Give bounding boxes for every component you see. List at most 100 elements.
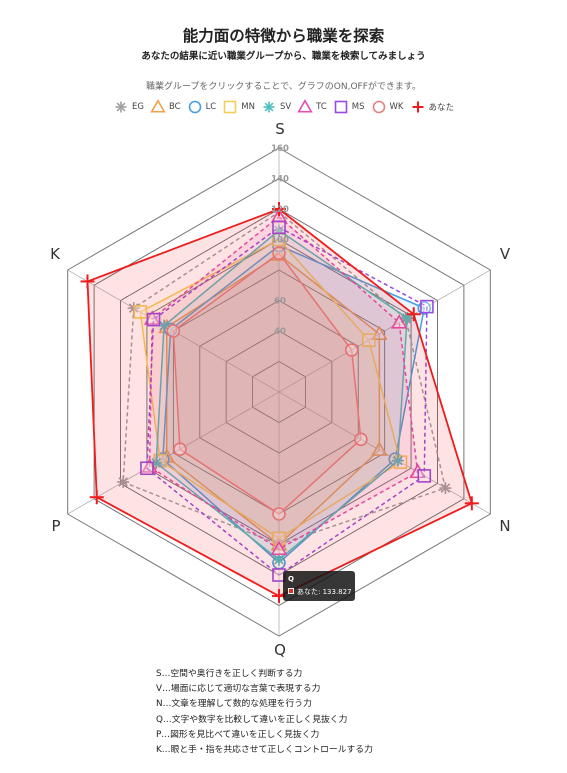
tick-label: 60 xyxy=(274,297,286,307)
legend-marker xyxy=(412,101,424,113)
legend-marker-icon xyxy=(334,100,348,114)
tick-label: 100 xyxy=(271,236,289,246)
grid-spoke xyxy=(67,391,280,515)
series-あなた xyxy=(80,202,479,604)
axis-labels: S V N Q P K xyxy=(50,120,511,659)
series-polygon xyxy=(139,238,402,540)
series-polygon xyxy=(146,226,428,576)
tick-label: 40 xyxy=(274,327,286,337)
legend-marker xyxy=(115,101,127,113)
data-point xyxy=(146,312,161,327)
tooltip-swatch xyxy=(288,588,294,594)
data-point xyxy=(273,553,285,566)
axis-label-K: K xyxy=(50,245,61,263)
legend-label: LC xyxy=(205,102,217,112)
data-point xyxy=(133,305,148,319)
data-point xyxy=(270,540,288,556)
legend-item-3[interactable]: LC xyxy=(187,99,217,115)
axis-note: V…場面に応じて適切な言葉で表現する力 xyxy=(156,684,321,695)
legend-label: BC xyxy=(168,102,181,112)
legend-marker xyxy=(334,100,348,114)
axis-note: N…文章を理解して数的な処理を行う力 xyxy=(156,699,312,710)
data-point xyxy=(173,442,187,456)
data-point xyxy=(166,324,181,338)
legend-marker-icon xyxy=(263,101,275,113)
legend-marker-icon xyxy=(297,99,313,113)
axis-notes: S…空間や奥行きを正しく判断する力 V…場面に応じて適切な言葉で表現する力 N…… xyxy=(156,667,373,758)
series-polygon xyxy=(172,252,362,515)
data-point xyxy=(272,507,286,521)
series-WK xyxy=(166,246,368,521)
data-point xyxy=(272,202,286,216)
axis-note: K…眼と手・指を共応させて正しくコントロールする力 xyxy=(156,745,373,756)
legend-item-4[interactable]: MN xyxy=(222,99,255,115)
data-point xyxy=(464,496,479,511)
axis-note: P…図形を見比べて違いを正しく見抜く力 xyxy=(156,729,320,740)
data-point xyxy=(371,325,388,341)
page-subtitle: あなたの結果に近い職業グループから、職業を検索してみましょう xyxy=(141,51,426,62)
data-point xyxy=(391,454,404,467)
tooltip-body: あなた: 133.827 xyxy=(297,588,352,596)
data-point xyxy=(89,490,104,505)
legend-item-8[interactable]: WK xyxy=(371,99,404,115)
data-point xyxy=(140,461,154,476)
legend-item-2[interactable]: BC xyxy=(150,99,181,115)
legend-label: あなた xyxy=(428,103,455,113)
legend-marker-icon xyxy=(150,99,166,113)
series-MN xyxy=(133,232,408,546)
data-point xyxy=(272,220,286,235)
legend-item-6[interactable]: TC xyxy=(297,99,327,115)
axis-label-S: S xyxy=(275,120,285,138)
data-point xyxy=(272,246,286,261)
data-point xyxy=(117,475,130,488)
data-point xyxy=(371,441,388,456)
axis-note: Q…文字や数字を比較して違いを正しく見抜く力 xyxy=(156,714,348,725)
data-point xyxy=(417,469,432,483)
series-SV xyxy=(150,224,414,566)
legend-item-1[interactable]: EG xyxy=(113,99,144,115)
legend-marker-icon xyxy=(188,100,201,114)
series-polygon xyxy=(86,207,473,598)
axis-label-N: N xyxy=(499,517,510,535)
legend-label: WK xyxy=(389,102,404,112)
page-title: 能力面の特徴から職業を探索 xyxy=(182,27,385,45)
tooltip-title: Q xyxy=(288,575,294,583)
legend-hint: 職業グループをクリックすることで、グラフのON,OFFができます。 xyxy=(145,82,422,92)
data-point xyxy=(272,531,286,546)
legend-marker-icon xyxy=(223,100,237,114)
legend-label: TC xyxy=(316,102,327,112)
series-MS xyxy=(140,220,434,582)
grid-spoke xyxy=(278,269,491,393)
data-point xyxy=(390,314,408,329)
legend: EG BC LC MN SV TC MS WK あなた xyxy=(0,99,567,115)
data-point xyxy=(354,432,368,447)
axis-note: S…空間や奥行きを正しく判断する力 xyxy=(156,669,303,679)
legend-item-9[interactable]: あなた xyxy=(410,99,455,115)
legend-marker xyxy=(297,99,313,113)
legend-label: MN xyxy=(241,102,255,112)
data-point xyxy=(80,274,95,289)
legend-marker xyxy=(188,100,201,114)
legend-label: SV xyxy=(279,102,292,112)
legend-marker-icon xyxy=(115,101,127,113)
legend-marker xyxy=(223,100,237,114)
tick-label: 160 xyxy=(271,144,289,154)
tick-label: 120 xyxy=(271,205,289,215)
legend-marker xyxy=(150,99,166,113)
data-point xyxy=(439,482,452,495)
data-point xyxy=(420,299,434,314)
legend-marker xyxy=(263,101,275,113)
legend-marker-icon xyxy=(412,101,424,113)
data-point xyxy=(362,333,376,347)
data-point xyxy=(344,343,359,357)
data-point xyxy=(406,307,421,322)
axis-label-V: V xyxy=(500,245,511,263)
axis-label-Q: Q xyxy=(274,641,286,659)
tick-labels: 40 60 100 120 140 160 xyxy=(271,144,289,337)
legend-label: MS xyxy=(351,102,365,112)
axis-label-P: P xyxy=(51,517,60,535)
legend-item-7[interactable]: MS xyxy=(333,99,365,115)
legend-item-5[interactable]: SV xyxy=(261,99,291,115)
legend-label: EG xyxy=(131,102,144,112)
